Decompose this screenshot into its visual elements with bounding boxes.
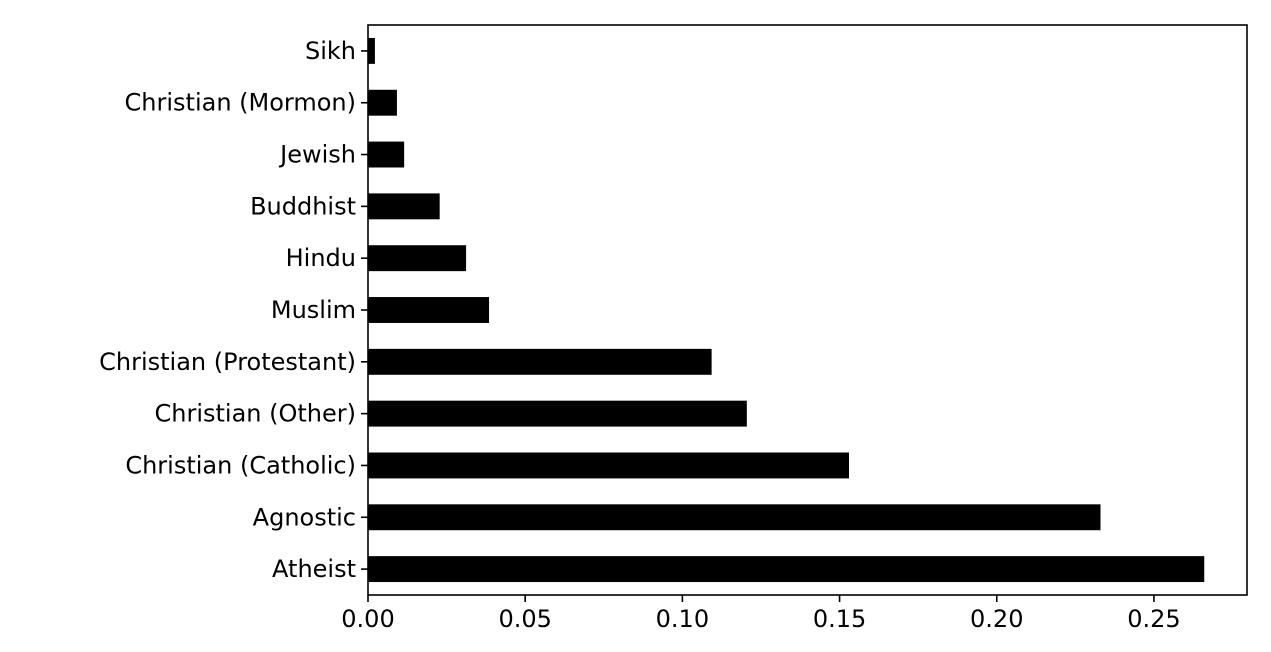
x-tick-label: 0.15 (813, 605, 866, 633)
x-tick-label: 0.25 (1127, 605, 1180, 633)
y-tick-label-buddhist: Buddhist (250, 192, 356, 220)
y-tick-label-christian-other: Christian (Other) (154, 400, 356, 428)
bar-muslim (368, 297, 490, 323)
y-tick-label-agnostic: Agnostic (253, 503, 356, 531)
ticks-layer: Atheist Agnostic Christian (Catholic) Chris… (99, 37, 1181, 633)
y-tick-label-sikh: Sikh (305, 37, 356, 65)
y-tick-label-christian-catholic: Christian (Catholic) (125, 451, 356, 479)
y-tick-label-christian-mormon: Christian (Mormon) (125, 89, 356, 117)
bar-christian-other (368, 400, 747, 427)
bars-layer (368, 37, 1205, 583)
y-tick-label-jewish: Jewish (278, 141, 356, 169)
bar-jewish (368, 141, 405, 168)
bar-christian-catholic (368, 452, 849, 479)
y-tick-label-christian-protestant: Christian (Protestant) (99, 348, 356, 376)
plot-frame (367, 24, 1248, 596)
x-tick-label: 0.05 (498, 605, 551, 633)
bar-christian-mormon (368, 89, 397, 116)
bar-agnostic (368, 504, 1101, 531)
bar-buddhist (368, 193, 440, 220)
bar-christian-protestant (368, 348, 712, 375)
x-tick-label: 0.00 (341, 605, 394, 633)
y-tick-label-hindu: Hindu (286, 244, 356, 272)
bar-atheist (368, 556, 1205, 583)
x-tick-label: 0.20 (970, 605, 1023, 633)
bar-hindu (368, 245, 467, 272)
y-tick-label-atheist: Atheist (272, 555, 356, 583)
x-tick-label: 0.10 (656, 605, 709, 633)
y-tick-label-muslim: Muslim (271, 296, 356, 324)
bar-sikh (368, 37, 375, 64)
